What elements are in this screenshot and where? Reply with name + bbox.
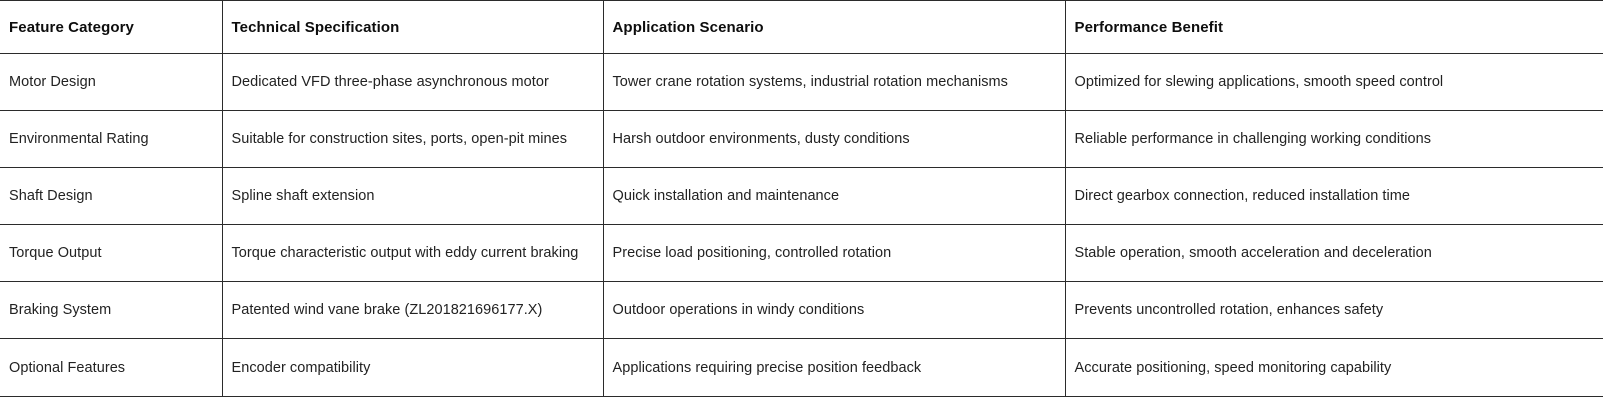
column-header-application-scenario: Application Scenario	[603, 0, 1066, 54]
cell-feature-category: Shaft Design	[0, 167, 223, 225]
table-row: Shaft Design Spline shaft extension Quic…	[0, 167, 1603, 225]
cell-application-scenario: Tower crane rotation systems, industrial…	[603, 53, 1066, 111]
cell-feature-category: Motor Design	[0, 53, 223, 111]
cell-application-scenario: Quick installation and maintenance	[603, 167, 1066, 225]
cell-feature-category: Braking System	[0, 281, 223, 339]
column-header-performance-benefit: Performance Benefit	[1065, 0, 1603, 54]
cell-application-scenario: Harsh outdoor environments, dusty condit…	[603, 110, 1066, 168]
column-header-feature-category: Feature Category	[0, 0, 223, 54]
cell-application-scenario: Outdoor operations in windy conditions	[603, 281, 1066, 339]
cell-technical-specification: Patented wind vane brake (ZL201821696177…	[222, 281, 604, 339]
cell-feature-category: Torque Output	[0, 224, 223, 282]
cell-performance-benefit: Optimized for slewing applications, smoo…	[1065, 53, 1603, 111]
table-row: Torque Output Torque characteristic outp…	[0, 224, 1603, 282]
column-header-technical-specification: Technical Specification	[222, 0, 604, 54]
cell-performance-benefit: Accurate positioning, speed monitoring c…	[1065, 338, 1603, 397]
cell-feature-category: Environmental Rating	[0, 110, 223, 168]
cell-performance-benefit: Direct gearbox connection, reduced insta…	[1065, 167, 1603, 225]
cell-performance-benefit: Prevents uncontrolled rotation, enhances…	[1065, 281, 1603, 339]
table-body: Motor Design Dedicated VFD three-phase a…	[0, 53, 1603, 397]
cell-performance-benefit: Reliable performance in challenging work…	[1065, 110, 1603, 168]
cell-technical-specification: Spline shaft extension	[222, 167, 604, 225]
table-row: Braking System Patented wind vane brake …	[0, 281, 1603, 339]
cell-application-scenario: Precise load positioning, controlled rot…	[603, 224, 1066, 282]
table-row: Optional Features Encoder compatibility …	[0, 338, 1603, 397]
table-header: Feature Category Technical Specification…	[0, 0, 1603, 54]
cell-technical-specification: Torque characteristic output with eddy c…	[222, 224, 604, 282]
table-row: Environmental Rating Suitable for constr…	[0, 110, 1603, 168]
cell-technical-specification: Dedicated VFD three-phase asynchronous m…	[222, 53, 604, 111]
table-row: Motor Design Dedicated VFD three-phase a…	[0, 53, 1603, 111]
cell-technical-specification: Suitable for construction sites, ports, …	[222, 110, 604, 168]
cell-feature-category: Optional Features	[0, 338, 223, 397]
cell-application-scenario: Applications requiring precise position …	[603, 338, 1066, 397]
table-header-row: Feature Category Technical Specification…	[0, 0, 1603, 54]
cell-performance-benefit: Stable operation, smooth acceleration an…	[1065, 224, 1603, 282]
cell-technical-specification: Encoder compatibility	[222, 338, 604, 397]
